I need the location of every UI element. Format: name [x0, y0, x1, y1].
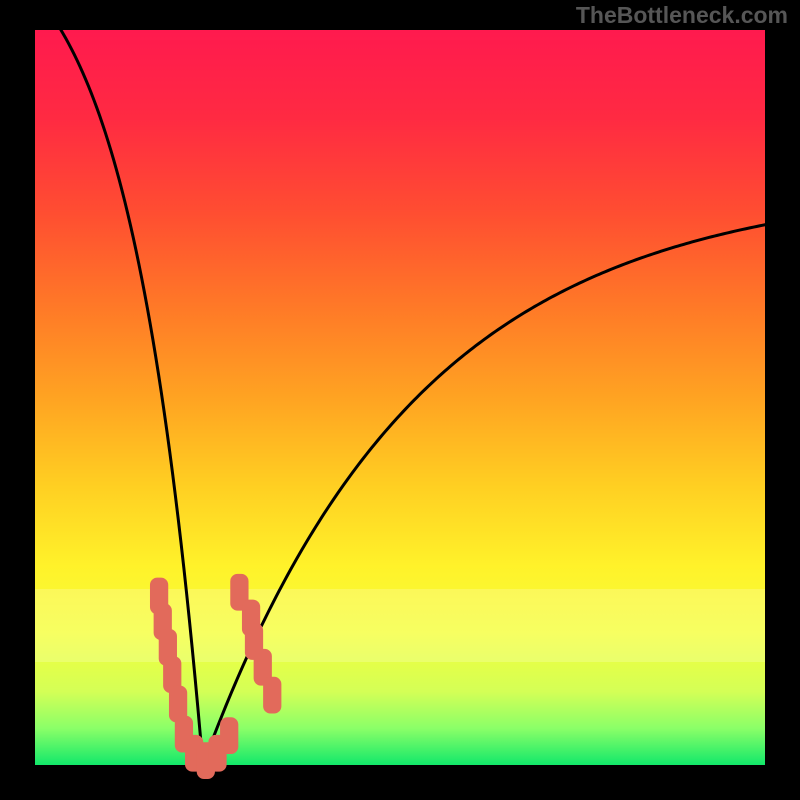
curve-marker: [263, 677, 281, 714]
bottleneck-curve: [35, 0, 765, 763]
watermark-text: TheBottleneck.com: [576, 2, 788, 29]
curve-layer: [35, 30, 765, 765]
curve-marker: [220, 717, 238, 754]
canvas-frame: TheBottleneck.com: [0, 0, 800, 800]
